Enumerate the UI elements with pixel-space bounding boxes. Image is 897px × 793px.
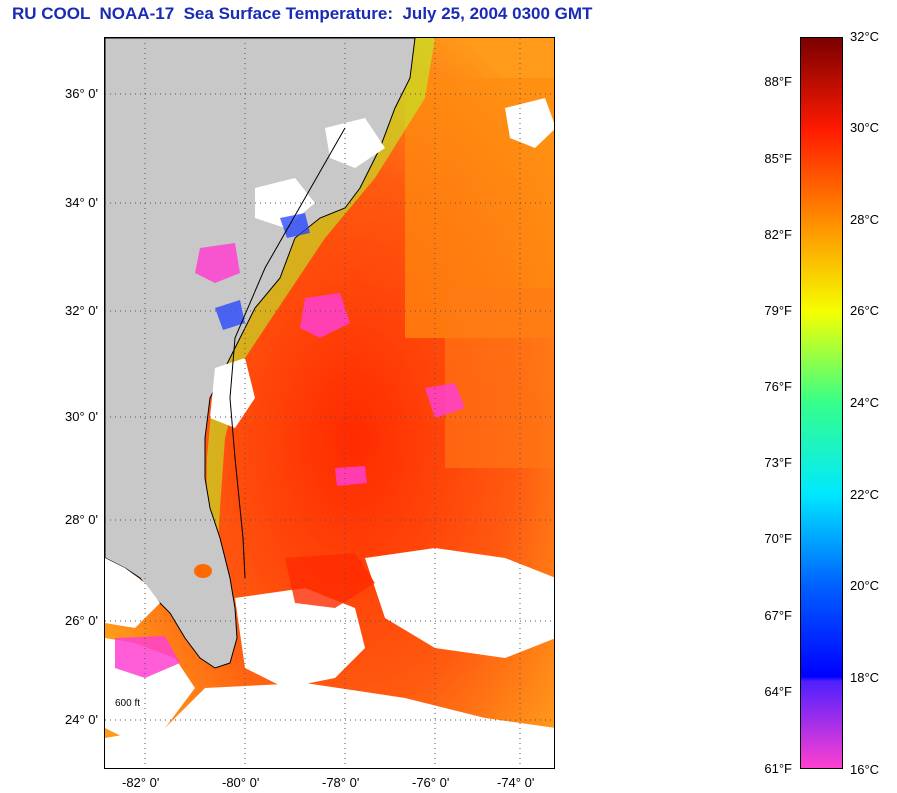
colorbar-c-18: 18°C bbox=[850, 670, 880, 685]
lat-label-28: 28° 0' bbox=[65, 512, 98, 527]
colorbar-c-22: 22°C bbox=[850, 487, 880, 502]
sst-map-image: 600 ft bbox=[105, 38, 554, 768]
colorbar-c-20: 20°C bbox=[850, 578, 880, 593]
colorbar-f-85: 85°F bbox=[764, 151, 792, 166]
sst-map: 600 ft bbox=[104, 37, 555, 769]
cool-patches bbox=[115, 243, 465, 678]
colorbar-f-79: 79°F bbox=[764, 303, 792, 318]
graticule bbox=[105, 38, 554, 768]
colorbar-f-88: 88°F bbox=[764, 74, 792, 89]
land-mass bbox=[105, 38, 416, 669]
depth-label: 600 ft bbox=[115, 698, 140, 709]
lon-label-80: -80° 0' bbox=[222, 775, 260, 790]
lat-label-30: 30° 0' bbox=[65, 409, 98, 424]
temperature-colorbar bbox=[800, 37, 843, 769]
lon-label-82: -82° 0' bbox=[122, 775, 160, 790]
lat-label-24: 24° 0' bbox=[65, 712, 98, 727]
lon-label-74: -74° 0' bbox=[497, 775, 535, 790]
lon-label-76: -76° 0' bbox=[412, 775, 450, 790]
colorbar-c-32: 32°C bbox=[850, 29, 880, 44]
colorbar-f-70: 70°F bbox=[764, 531, 792, 546]
lat-label-26: 26° 0' bbox=[65, 613, 98, 628]
chart-title: RU COOL NOAA-17 Sea Surface Temperature:… bbox=[12, 4, 593, 23]
colorbar-f-61: 61°F bbox=[764, 761, 792, 776]
lon-label-78: -78° 0' bbox=[322, 775, 360, 790]
colorbar-f-76: 76°F bbox=[764, 379, 792, 394]
lat-label-32: 32° 0' bbox=[65, 303, 98, 318]
colorbar-c-28: 28°C bbox=[850, 212, 880, 227]
colorbar-c-26: 26°C bbox=[850, 303, 880, 318]
depth-contour bbox=[229, 127, 346, 579]
lat-label-36: 36° 0' bbox=[65, 86, 98, 101]
colorbar-f-73: 73°F bbox=[764, 455, 792, 470]
colorbar-f-67: 67°F bbox=[764, 608, 792, 623]
colorbar-f-82: 82°F bbox=[764, 227, 792, 242]
colorbar-c-16: 16°C bbox=[850, 762, 880, 777]
lat-label-34: 34° 0' bbox=[65, 195, 98, 210]
colorbar-f-64: 64°F bbox=[764, 684, 792, 699]
colorbar-c-30: 30°C bbox=[850, 120, 880, 135]
colorbar-c-24: 24°C bbox=[850, 395, 880, 410]
